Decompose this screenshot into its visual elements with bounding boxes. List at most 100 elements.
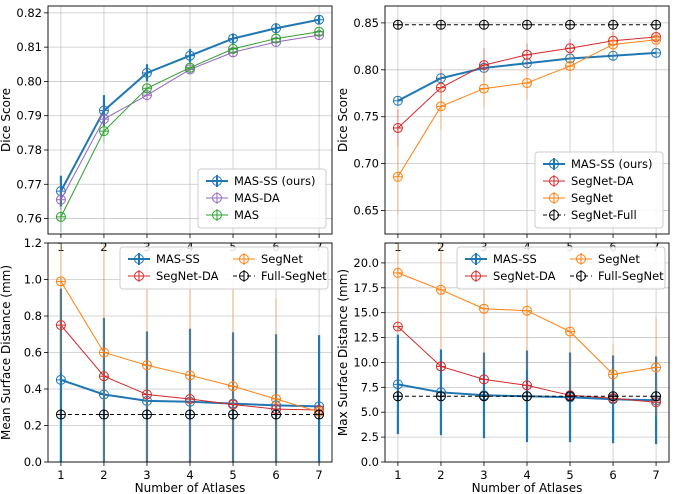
y-axis-label: Max Surface Distance (mm) xyxy=(336,269,350,436)
chart-panel-3: 0.0 0.2 0.4 0.6 0.8 1.0 1.2 1 2 3 4 5 6 7 Mean Surface… xyxy=(0,236,333,494)
x-tick-label: 5 xyxy=(566,468,573,482)
y-tick-label: 0.65 xyxy=(353,204,379,218)
legend-marker xyxy=(549,176,559,186)
legend-label: SegNet-DA xyxy=(493,269,556,283)
series-3 xyxy=(55,409,325,420)
legend-label: SegNet-DA xyxy=(571,174,634,188)
legend-label: SegNet xyxy=(261,252,303,266)
series-3 xyxy=(392,19,662,30)
x-tick-label: 6 xyxy=(272,468,279,482)
y-tick-label: 0.80 xyxy=(16,74,42,88)
series-3 xyxy=(392,391,662,402)
x-axis-label: Number of Atlases xyxy=(135,481,246,494)
x-tick-label: 7 xyxy=(315,468,322,482)
y-tick-label: 0.79 xyxy=(16,109,42,123)
legend-label: Full-SegNet xyxy=(598,269,664,283)
chart-panel-4: 0.0 2.5 5.0 7.5 10.0 12.5 15.0 17.5 20.0 1 2 3 4 5 6 7 M… xyxy=(336,242,670,494)
x-tick-label: 3 xyxy=(480,468,487,482)
legend-label: SegNet-DA xyxy=(156,269,219,283)
y-tick-label: 1.0 xyxy=(24,273,42,287)
y-tick-label: 0.0 xyxy=(24,455,42,469)
y-tick-label: 0.0 xyxy=(361,455,379,469)
y-tick-label: 10.0 xyxy=(353,355,379,369)
legend-label: SegNet-Full xyxy=(571,208,637,222)
axes-frame xyxy=(47,242,333,463)
series-2 xyxy=(55,26,325,233)
x-tick-label: 1 xyxy=(57,468,64,482)
legend-marker xyxy=(576,271,586,281)
y-tick-label: 0.75 xyxy=(353,110,379,124)
x-tick-label: 4 xyxy=(523,468,530,482)
chart-panel-1: 0.760.770.780.790.800.810.821234567Dice … xyxy=(0,5,333,254)
legend-marker xyxy=(576,254,586,264)
y-tick-label: 0.81 xyxy=(16,40,42,54)
y-tick-label: 5.0 xyxy=(361,405,379,419)
y-tick-label: 20.0 xyxy=(353,256,379,270)
legend-label: MAS-DA xyxy=(234,191,280,205)
y-tick-label: 17.5 xyxy=(353,281,379,295)
x-tick-label: 5 xyxy=(229,468,236,482)
legend: MAS-SS SegNet-DA SegNet Full-SegNet xyxy=(456,246,666,290)
y-axis-label: Dice Score xyxy=(0,88,13,152)
legend-label: MAS xyxy=(234,208,259,222)
x-tick-label: 1 xyxy=(394,468,401,482)
y-tick-label: 15.0 xyxy=(353,306,379,320)
plot-data-area xyxy=(55,14,325,233)
y-tick-label: 0.85 xyxy=(353,16,379,30)
legend-label: MAS-SS xyxy=(493,252,537,266)
y-tick-label: 0.2 xyxy=(24,419,42,433)
legend-label: MAS-SS (ours) xyxy=(234,174,316,188)
legend: MAS-SS SegNet-DA SegNet Full-SegNet xyxy=(119,246,329,290)
legend-marker xyxy=(212,193,222,203)
legend-marker xyxy=(212,176,222,186)
y-tick-label: 0.70 xyxy=(353,157,379,171)
axes-frame xyxy=(384,5,670,235)
legend-box xyxy=(119,246,329,290)
legend-marker xyxy=(212,210,222,220)
y-tick-label: 0.82 xyxy=(16,6,42,20)
axes-frame xyxy=(47,5,333,235)
legend-marker xyxy=(471,254,481,264)
y-tick-label: 7.5 xyxy=(361,380,379,394)
legend-box xyxy=(534,151,664,229)
legend-box xyxy=(197,168,327,229)
y-tick-label: 0.4 xyxy=(24,382,42,396)
plot-data-area xyxy=(55,243,325,462)
legend-marker xyxy=(471,271,481,281)
legend-marker xyxy=(549,193,559,203)
y-tick-label: 0.76 xyxy=(16,212,42,226)
legend-label: SegNet xyxy=(571,191,613,205)
x-tick-label: 6 xyxy=(609,468,616,482)
y-tick-label: 1.2 xyxy=(24,236,42,250)
legend-label: Full-SegNet xyxy=(261,269,327,283)
x-axis-label: Number of Atlases xyxy=(472,481,583,494)
plot-data-area xyxy=(392,19,662,215)
y-tick-label: 12.5 xyxy=(353,331,379,345)
y-tick-label: 0.78 xyxy=(16,143,42,157)
x-tick-label: 7 xyxy=(652,468,659,482)
legend-marker xyxy=(134,271,144,281)
y-tick-label: 0.8 xyxy=(24,309,42,323)
axes-frame xyxy=(384,242,670,463)
x-tick-label: 2 xyxy=(437,468,444,482)
series-2 xyxy=(55,243,325,462)
legend: MAS-SS (ours) MAS-DA MAS xyxy=(197,168,327,229)
y-axis-label: Dice Score xyxy=(336,88,350,152)
y-tick-label: 2.5 xyxy=(361,430,379,444)
legend-marker xyxy=(549,159,559,169)
legend-marker xyxy=(239,271,249,281)
legend-label: MAS-SS (ours) xyxy=(571,157,653,171)
y-axis-label: Mean Surface Distance (mm) xyxy=(0,265,13,440)
y-tick-label: 0.80 xyxy=(353,63,379,77)
legend-marker xyxy=(239,254,249,264)
chart-panel-2: 0.650.700.750.800.851234567Dice ScoreMAS… xyxy=(336,5,670,254)
x-tick-label: 2 xyxy=(100,468,107,482)
legend-label: MAS-SS xyxy=(156,252,200,266)
legend-label: SegNet xyxy=(598,252,640,266)
y-tick-label: 0.77 xyxy=(16,177,42,191)
legend: MAS-SS (ours) SegNet-DA SegNet SegNet-Full xyxy=(534,151,664,229)
legend-marker xyxy=(134,254,144,264)
x-tick-label: 4 xyxy=(186,468,193,482)
x-tick-label: 3 xyxy=(143,468,150,482)
